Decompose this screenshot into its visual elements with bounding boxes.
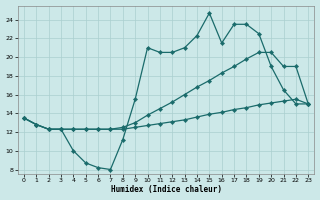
X-axis label: Humidex (Indice chaleur): Humidex (Indice chaleur): [111, 185, 221, 194]
